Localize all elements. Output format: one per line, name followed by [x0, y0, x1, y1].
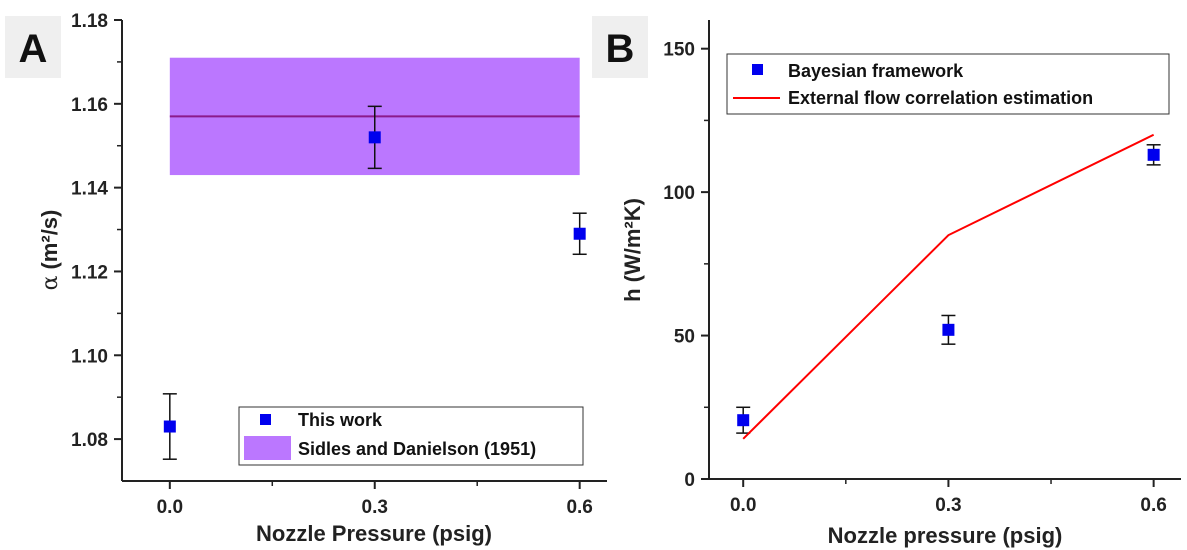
panel-letter: A	[19, 27, 48, 71]
x-tick-label: 0.3	[935, 495, 961, 516]
legend-marker-points	[260, 414, 271, 425]
y-axis-title: h (W/m²K)	[620, 198, 645, 302]
y-tick-label: 1.16	[71, 95, 108, 116]
legend: Bayesian framework External flow correla…	[726, 53, 1170, 115]
y-tick-label: 50	[674, 327, 695, 348]
data-point	[942, 323, 955, 336]
legend-label-correlation: External flow correlation estimation	[788, 88, 1093, 108]
correlation-line	[742, 133, 1155, 440]
panel-letter-box	[5, 16, 61, 78]
x-tick-label: 0.6	[1140, 495, 1166, 516]
panel-b: B 0.0 0.3 0.6 0 50 100 150 Bayesian framework …	[592, 16, 1181, 548]
y-tick-label: 0	[684, 470, 695, 491]
legend-label-band: Sidles and Danielson (1951)	[298, 439, 536, 459]
data-series	[736, 133, 1161, 440]
y-tick-label: 150	[663, 40, 695, 61]
x-tick-label: 0.6	[566, 497, 592, 518]
y-axis-unit: (m²/s)	[37, 210, 62, 270]
y-tick-label: 1.10	[71, 346, 108, 367]
x-tick-label: 0.0	[730, 495, 756, 516]
y-tick-label: 1.08	[71, 430, 108, 451]
legend-marker-points	[752, 64, 763, 75]
y-axis-title: α (m²/s)	[37, 210, 63, 291]
y-tick-label: 1.14	[71, 179, 108, 200]
y-axis-symbol: α	[38, 275, 63, 290]
panel-letter-box	[592, 16, 648, 78]
x-tick-label: 0.3	[362, 497, 388, 518]
y-tick-label: 1.12	[71, 262, 108, 283]
legend-label-this-work: This work	[298, 410, 383, 430]
y-tick-label: 1.18	[71, 11, 108, 32]
data-series	[162, 105, 587, 460]
data-point	[1147, 148, 1160, 161]
panel-a: A 0.0 0.3 0.6 1.08 1.10 1.12 1.14 1.16 1.18 This…	[5, 11, 607, 546]
data-point	[368, 131, 381, 144]
legend-label-bayesian: Bayesian framework	[788, 61, 964, 81]
data-point	[573, 227, 586, 240]
legend-frame	[726, 53, 1170, 115]
legend-swatch-band	[244, 436, 291, 460]
x-tick-label: 0.0	[157, 497, 183, 518]
axes: 0.0 0.3 0.6 0 50 100 150	[663, 20, 1181, 516]
axes: 0.0 0.3 0.6 1.08 1.10 1.12 1.14 1.16 1.18	[71, 11, 607, 518]
data-point	[163, 420, 176, 433]
y-tick-label: 100	[663, 183, 695, 204]
panel-letter: B	[606, 27, 635, 71]
legend: This work Sidles and Danielson (1951)	[238, 406, 584, 466]
x-axis-title: Nozzle pressure (psig)	[828, 523, 1063, 548]
legend-frame	[238, 406, 584, 466]
data-point	[737, 414, 750, 427]
x-axis-title: Nozzle Pressure (psig)	[256, 521, 492, 546]
